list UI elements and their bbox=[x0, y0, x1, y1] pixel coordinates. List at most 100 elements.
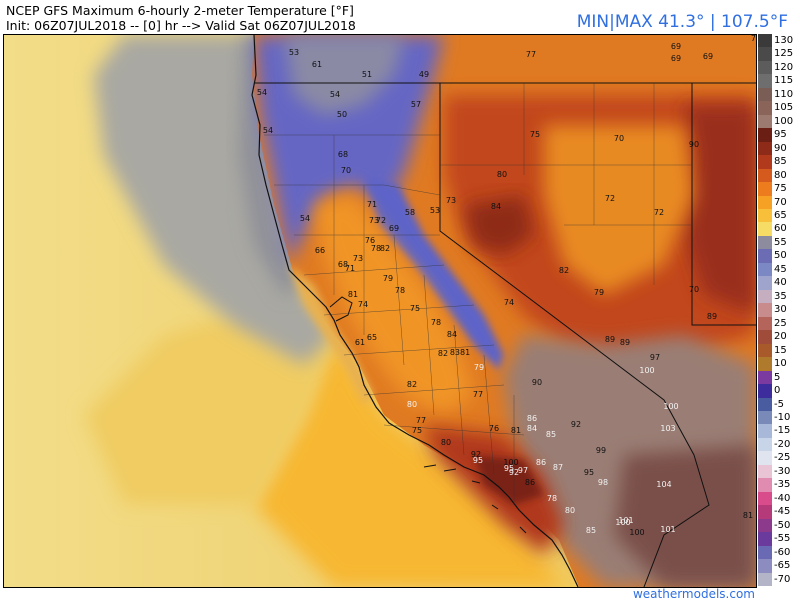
temperature-value-label: 69 bbox=[671, 54, 681, 63]
min-max-readout: MIN|MAX 41.3° | 107.5°F bbox=[576, 12, 788, 32]
temperature-value-label: 82 bbox=[380, 244, 390, 253]
temperature-value-label: 70 bbox=[689, 285, 699, 294]
legend-row: -65 bbox=[758, 559, 800, 573]
temperature-value-label: 78 bbox=[547, 494, 557, 503]
legend-swatch bbox=[758, 249, 772, 263]
legend-swatch bbox=[758, 545, 772, 560]
legend-row: -50 bbox=[758, 518, 800, 533]
temperature-value-label: 72 bbox=[376, 216, 386, 225]
temperature-value-label: 71 bbox=[367, 200, 377, 209]
legend-label: 100 bbox=[774, 115, 794, 127]
legend-row: 35 bbox=[758, 289, 800, 304]
temperature-value-label: 51 bbox=[362, 70, 372, 79]
legend-swatch bbox=[758, 141, 772, 156]
temperature-value-label: 73 bbox=[369, 216, 379, 225]
legend-label: 25 bbox=[774, 317, 787, 329]
legend-swatch bbox=[758, 74, 772, 88]
channel-islands bbox=[423, 464, 527, 534]
legend-label: 15 bbox=[774, 344, 787, 356]
temperature-map-canvas: 53 61 51 49 77 69 69 69 78 54 54 57 50 54 75 70 90 68 70 80… bbox=[4, 35, 756, 587]
legend-row: 80 bbox=[758, 168, 800, 183]
legend-swatch bbox=[758, 34, 772, 48]
temperature-value-label: 99 bbox=[596, 446, 606, 455]
temperature-value-label: 69 bbox=[703, 52, 713, 61]
temperature-value-label: 95 bbox=[504, 464, 514, 473]
legend-swatch bbox=[758, 262, 772, 277]
temperature-map[interactable]: 53 61 51 49 77 69 69 69 78 54 54 57 50 54 75 70 90 68 70 80… bbox=[3, 34, 757, 588]
legend-row: -35 bbox=[758, 478, 800, 492]
temperature-value-label: 61 bbox=[355, 338, 365, 347]
legend-label: -15 bbox=[774, 425, 791, 437]
temperature-value-label: 81 bbox=[743, 511, 753, 520]
legend-label: 75 bbox=[774, 183, 787, 195]
dark-red-core bbox=[464, 195, 534, 255]
temperature-value-label: 76 bbox=[489, 424, 499, 433]
temperature-value-label: 81 bbox=[511, 426, 521, 435]
legend-swatch bbox=[758, 491, 772, 506]
legend-row: 15 bbox=[758, 343, 800, 358]
legend-label: -10 bbox=[774, 411, 791, 423]
temperature-value-label: 103 bbox=[660, 424, 675, 433]
coastal-range bbox=[289, 265, 374, 405]
legend-label: -55 bbox=[774, 533, 791, 545]
legend-label: 10 bbox=[774, 358, 787, 370]
legend-label: 30 bbox=[774, 304, 787, 316]
temperature-value-label: 100 bbox=[639, 366, 654, 375]
legend-row: -40 bbox=[758, 491, 800, 506]
init-valid-line: Init: 06Z07JUL2018 -- [0] hr --> Valid S… bbox=[6, 18, 356, 33]
temperature-value-label: 74 bbox=[358, 300, 368, 309]
temperature-value-label: 69 bbox=[389, 224, 399, 233]
map-title: NCEP GFS Maximum 6-hourly 2-meter Temper… bbox=[6, 3, 354, 18]
legend-swatch bbox=[758, 478, 772, 492]
temperature-value-label: 85 bbox=[546, 430, 556, 439]
temperature-value-label: 66 bbox=[315, 246, 325, 255]
legend-swatch bbox=[758, 222, 772, 236]
temperature-value-label: 77 bbox=[473, 390, 483, 399]
legend-swatch bbox=[758, 87, 772, 102]
legend-row: 55 bbox=[758, 235, 800, 250]
temperature-value-label: 92 bbox=[471, 450, 481, 459]
legend-swatch bbox=[758, 101, 772, 115]
legend-swatch bbox=[758, 303, 772, 317]
legend-swatch bbox=[758, 397, 772, 411]
legend-swatch bbox=[758, 60, 772, 75]
legend-label: 55 bbox=[774, 236, 787, 248]
temperature-value-label: 86 bbox=[536, 458, 546, 467]
legend-swatch bbox=[758, 182, 772, 196]
legend-swatch bbox=[758, 370, 772, 385]
legend-swatch bbox=[758, 505, 772, 519]
legend-label: -35 bbox=[774, 479, 791, 491]
temperature-value-label: 72 bbox=[605, 194, 615, 203]
legend-label: -65 bbox=[774, 560, 791, 572]
legend-label: 40 bbox=[774, 277, 787, 289]
legend-label: 80 bbox=[774, 169, 787, 181]
temperature-value-label: 75 bbox=[530, 130, 540, 139]
legend-label: 85 bbox=[774, 156, 787, 168]
legend-swatch bbox=[758, 424, 772, 438]
temperature-value-label: 89 bbox=[707, 312, 717, 321]
legend-label: 90 bbox=[774, 142, 787, 154]
temperature-value-label: 73 bbox=[446, 196, 456, 205]
temperature-value-label: 65 bbox=[367, 333, 377, 342]
legend-label: -25 bbox=[774, 452, 791, 464]
temperature-value-label: 81 bbox=[348, 290, 358, 299]
legend-swatch bbox=[758, 559, 772, 573]
temperature-value-label: 100 bbox=[629, 528, 644, 537]
temperature-value-label: 89 bbox=[605, 335, 615, 344]
color-scale-legend: 130 125 120 115 110 105 100 95 90 85 80 75 70 65 60 55 5… bbox=[758, 34, 800, 586]
temperature-value-label: 84 bbox=[491, 202, 501, 211]
legend-swatch bbox=[758, 518, 772, 533]
legend-label: 45 bbox=[774, 263, 787, 275]
temperature-value-label: 78 bbox=[371, 244, 381, 253]
legend-row: 110 bbox=[758, 87, 800, 102]
legend-label: 50 bbox=[774, 250, 787, 262]
source-credit[interactable]: weathermodels.com bbox=[632, 587, 755, 601]
legend-swatch bbox=[758, 289, 772, 304]
temperature-value-label: 57 bbox=[411, 100, 421, 109]
legend-swatch bbox=[758, 195, 772, 209]
nevada-red-core bbox=[684, 105, 756, 315]
temperature-value-label: 74 bbox=[504, 298, 514, 307]
legend-row: -60 bbox=[758, 545, 800, 560]
legend-row: 85 bbox=[758, 155, 800, 169]
temperature-value-label: 80 bbox=[497, 170, 507, 179]
